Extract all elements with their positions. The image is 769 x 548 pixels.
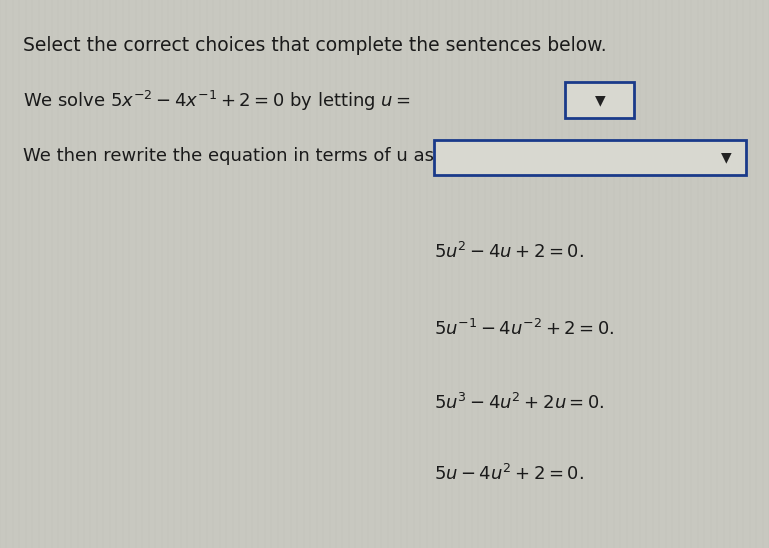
Bar	[434, 140, 746, 175]
Text: We then rewrite the equation in terms of u as: We then rewrite the equation in terms of…	[23, 147, 434, 165]
Text: $5u^{-1} - 4u^{-2} + 2 = 0.$: $5u^{-1} - 4u^{-2} + 2 = 0.$	[434, 319, 615, 339]
Text: $5u^{2} - 4u + 2 = 0.$: $5u^{2} - 4u + 2 = 0.$	[434, 242, 584, 262]
Text: Select the correct choices that complete the sentences below.: Select the correct choices that complete…	[23, 36, 607, 55]
Text: $5u^{3} - 4u^{2} + 2u = 0.$: $5u^{3} - 4u^{2} + 2u = 0.$	[434, 393, 605, 413]
Text: ▼: ▼	[721, 151, 732, 164]
Bar	[565, 82, 634, 118]
Text: $5u - 4u^{2} + 2 = 0.$: $5u - 4u^{2} + 2 = 0.$	[434, 464, 584, 484]
Text: We solve $5x^{-2} - 4x^{-1} + 2 = 0$ by letting $u =$: We solve $5x^{-2} - 4x^{-1} + 2 = 0$ by …	[23, 89, 411, 113]
Text: ▼: ▼	[594, 93, 605, 107]
